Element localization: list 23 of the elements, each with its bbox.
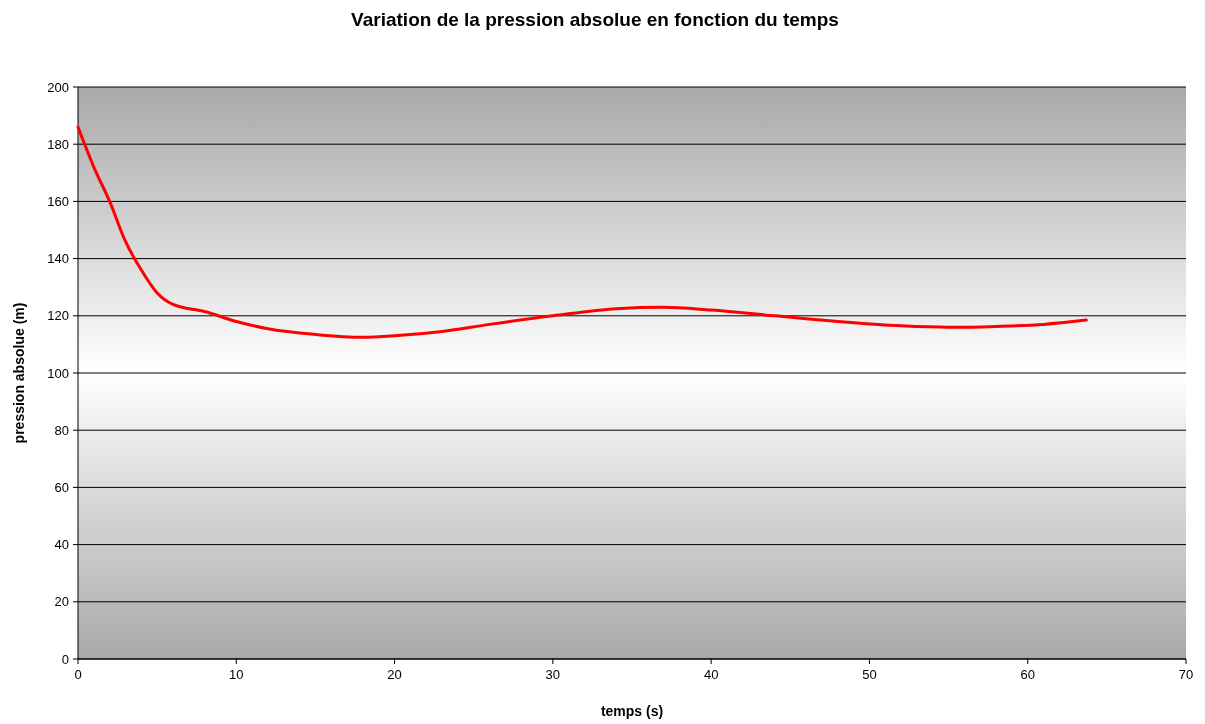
x-tick-label: 10 bbox=[229, 667, 244, 682]
y-tick-label: 120 bbox=[47, 308, 69, 324]
x-tick-label: 30 bbox=[545, 667, 561, 682]
y-tick-label: 80 bbox=[54, 422, 69, 438]
line-series bbox=[76, 125, 1088, 339]
x-tick-label: 70 bbox=[1178, 667, 1194, 682]
x-tick-label: 0 bbox=[74, 667, 82, 682]
y-tick-label: 200 bbox=[47, 79, 69, 95]
y-tick-label: 100 bbox=[47, 365, 69, 381]
y-tick-label: 60 bbox=[54, 479, 69, 495]
y-axis-title: pression absolue (m) bbox=[11, 302, 27, 444]
x-axis-title: temps (s) bbox=[600, 703, 664, 719]
y-tick-label: 40 bbox=[54, 537, 69, 553]
y-tick-label: 0 bbox=[61, 651, 69, 667]
y-tick-label: 140 bbox=[47, 251, 69, 267]
x-tick-label: 50 bbox=[862, 667, 877, 682]
x-tick-label: 40 bbox=[703, 667, 719, 682]
x-tick-label: 20 bbox=[387, 667, 402, 682]
y-tick-label: 180 bbox=[47, 136, 69, 152]
chart-title: Variation de la pression absolue en fonction du temps bbox=[351, 9, 839, 30]
y-tick-label: 20 bbox=[54, 594, 69, 610]
x-tick-label: 60 bbox=[1020, 667, 1035, 682]
y-tick-label: 160 bbox=[47, 193, 69, 209]
